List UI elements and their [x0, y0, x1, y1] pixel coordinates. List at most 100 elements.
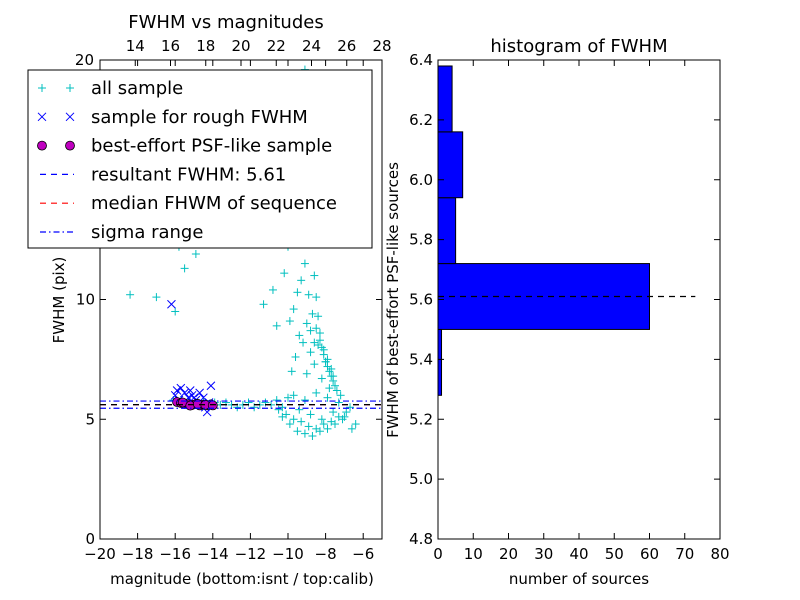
- series-0-point: [302, 369, 311, 378]
- legend-entry: median FHWM of sequence: [40, 193, 337, 214]
- x-tick-label: −8: [315, 545, 337, 563]
- series-0-point: [315, 329, 324, 338]
- scatter-legend: all sample sample for rough FWHM best-effo…: [27, 69, 373, 249]
- series-1-point-d2: [185, 386, 195, 395]
- series-0-point: [331, 420, 339, 429]
- histogram-x-tick-label: 70: [675, 545, 694, 563]
- legend-label: all sample: [91, 78, 183, 99]
- histogram-bar: [437, 65, 453, 133]
- legend-label: best-effort PSF-like sample: [91, 136, 332, 157]
- series-0-point: [310, 338, 319, 347]
- scatter-y-top-tick-label: 20: [75, 51, 94, 69]
- y-tick-label: 10: [76, 291, 95, 309]
- series-0-point: [310, 271, 319, 280]
- legend-marker-swatch: [37, 112, 47, 122]
- histogram-y-tick-label: 6.0: [409, 171, 433, 189]
- series-0-point: [334, 398, 343, 407]
- series-0-point: [304, 290, 313, 299]
- series-1-point-d2: [176, 383, 186, 393]
- series-0-point: [306, 410, 315, 419]
- series-0-point: [329, 408, 338, 417]
- scatter-y-axis-label: FWHM (pix): [50, 257, 68, 344]
- histogram-x-ticks: 0 10 20 30 40 50 60 70 80: [433, 60, 730, 563]
- series-1-point-d2: [180, 388, 189, 398]
- series-0-point: [268, 285, 277, 294]
- histogram-x-tick-label: 0: [433, 545, 443, 563]
- legend-marker-swatch: [38, 84, 46, 92]
- series-0-point: [331, 381, 339, 390]
- legend-entry: sample for rough FWHM: [37, 107, 308, 128]
- legend-label: resultant FWHM: 5.61: [91, 164, 286, 185]
- x-tick-label: −10: [272, 545, 304, 563]
- series-0-point: [338, 415, 347, 424]
- series-0-point: [317, 415, 326, 424]
- scatter-x-ticks: −20 −18 −16 −14 −12 −10 −8 −6: [84, 60, 374, 563]
- series-0-point: [295, 331, 304, 340]
- series-0-point: [342, 408, 351, 417]
- histogram-y-tick-label: 6.2: [409, 111, 433, 129]
- histogram-y-ticks: 4.8 5.0 5.2 5.4 5.6 5.8 6.0 6.2 6.4: [409, 51, 720, 548]
- series-0-point: [329, 372, 338, 381]
- top-tick-label: 26: [337, 37, 356, 55]
- histogram-x-tick-label: 60: [640, 545, 659, 563]
- scatter-y-ticks: 0 5 10: [76, 291, 382, 548]
- series-1-point: [176, 383, 186, 393]
- series-0-point: [312, 293, 321, 302]
- series-1-point: [167, 299, 176, 309]
- series-0-point: [327, 364, 336, 373]
- legend-marker-swatch: [66, 84, 74, 92]
- series-0-point: [295, 405, 304, 414]
- series-0-point: [304, 422, 313, 431]
- histogram-x-tick-label: 80: [710, 545, 729, 563]
- series-1-point: [180, 388, 189, 398]
- histogram-y-axis-label: FWHM of best-effort PSF-like sources: [384, 162, 402, 438]
- series-1-point-d2: [170, 390, 180, 400]
- top-tick-label: 22: [267, 37, 286, 55]
- legend-entry: sigma range: [40, 222, 203, 243]
- series-0-point: [291, 352, 300, 361]
- series-1-point-d2: [206, 381, 216, 391]
- series-0-point: [306, 326, 315, 335]
- series-0-point: [315, 336, 324, 345]
- series-0-point: [289, 391, 298, 400]
- series-0-point: [289, 305, 298, 314]
- x-tick-label: −6: [352, 545, 374, 563]
- series-0-point: [302, 319, 311, 328]
- series-0-point: [308, 432, 317, 441]
- series-1-point: [206, 381, 216, 391]
- series-0-point: [289, 415, 298, 424]
- series-0-point: [272, 321, 281, 330]
- histogram-y-tick-label: 5.0: [409, 470, 433, 488]
- histogram-y-tick-label: 5.2: [409, 410, 433, 428]
- series-0-point: [300, 429, 309, 438]
- legend-entries: all sample sample for rough FWHM best-effo…: [37, 78, 337, 243]
- x-tick-label: −12: [235, 545, 267, 563]
- series-0-point: [323, 424, 332, 433]
- series-0-point: [272, 396, 281, 405]
- x-tick-label: −20: [84, 545, 116, 563]
- histogram-title: histogram of FWHM: [490, 36, 667, 57]
- y-tick-label: 5: [85, 410, 95, 428]
- series-0-point: [346, 403, 355, 412]
- series-0-point: [297, 417, 306, 426]
- series-0-point: [180, 264, 189, 273]
- histogram-y-tick-label: 5.8: [409, 231, 433, 249]
- series-0-point: [312, 324, 321, 333]
- y-tick-label: 0: [85, 530, 95, 548]
- series-0-point: [297, 276, 306, 285]
- x-tick-label: −14: [197, 545, 229, 563]
- series-1-point: [172, 386, 182, 395]
- series-0-point: [312, 388, 321, 397]
- legend-marker-swatch: [65, 140, 75, 151]
- legend-entry: all sample: [38, 78, 183, 99]
- legend-entry: resultant FWHM: 5.61: [40, 164, 286, 185]
- series-0-point: [351, 420, 360, 429]
- series-0-point: [299, 338, 308, 347]
- top-tick-label: 24: [302, 37, 321, 55]
- series-0-point: [323, 393, 332, 402]
- series-1-point-d2: [167, 299, 176, 309]
- series-0-point: [306, 348, 315, 357]
- series-0-point: [317, 374, 326, 383]
- series-1-point-d2: [195, 388, 204, 398]
- series-1-point: [195, 388, 204, 398]
